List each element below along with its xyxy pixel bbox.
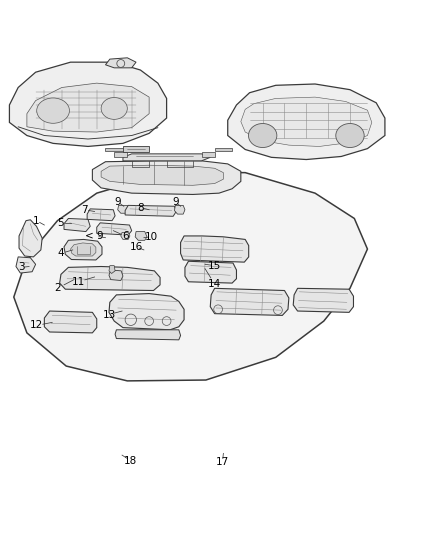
Text: < 9: < 9 — [85, 231, 104, 241]
Polygon shape — [101, 165, 223, 185]
Text: 12: 12 — [30, 320, 43, 330]
Polygon shape — [71, 243, 96, 256]
Text: 9: 9 — [114, 197, 121, 207]
Polygon shape — [109, 270, 123, 280]
Polygon shape — [109, 265, 115, 273]
Polygon shape — [44, 311, 97, 333]
Polygon shape — [106, 148, 123, 151]
Text: 8: 8 — [137, 203, 144, 213]
Polygon shape — [215, 148, 232, 151]
Polygon shape — [118, 205, 130, 213]
Ellipse shape — [101, 98, 127, 119]
Text: 5: 5 — [58, 218, 64, 228]
Polygon shape — [19, 220, 42, 257]
Text: 13: 13 — [102, 310, 116, 319]
Polygon shape — [185, 261, 237, 283]
Polygon shape — [87, 209, 115, 221]
Text: 2: 2 — [54, 284, 61, 293]
Text: 17: 17 — [216, 457, 229, 467]
Text: 14: 14 — [208, 279, 221, 289]
Text: 7: 7 — [81, 205, 88, 215]
Polygon shape — [92, 161, 241, 195]
Polygon shape — [60, 266, 160, 290]
Text: 1: 1 — [33, 216, 40, 225]
Polygon shape — [228, 84, 385, 159]
Polygon shape — [10, 62, 166, 147]
Polygon shape — [180, 236, 249, 262]
Polygon shape — [210, 288, 289, 316]
Ellipse shape — [336, 124, 364, 148]
Text: 11: 11 — [72, 277, 85, 287]
Polygon shape — [201, 152, 215, 157]
Polygon shape — [16, 257, 35, 273]
Polygon shape — [109, 294, 184, 330]
Ellipse shape — [37, 98, 70, 123]
Text: 4: 4 — [58, 248, 64, 259]
Text: 3: 3 — [18, 262, 25, 272]
Polygon shape — [293, 288, 353, 312]
Polygon shape — [64, 239, 102, 260]
Polygon shape — [125, 205, 176, 216]
Text: 18: 18 — [124, 456, 138, 466]
Text: 16: 16 — [129, 242, 143, 252]
Polygon shape — [97, 223, 132, 235]
Text: 6: 6 — [122, 231, 128, 241]
Polygon shape — [174, 205, 185, 214]
Polygon shape — [241, 97, 372, 147]
Polygon shape — [64, 219, 90, 231]
Ellipse shape — [248, 124, 277, 148]
Polygon shape — [115, 330, 180, 340]
Text: 10: 10 — [145, 232, 158, 242]
Polygon shape — [14, 173, 367, 381]
Text: 9: 9 — [172, 197, 179, 207]
Polygon shape — [27, 83, 149, 132]
Polygon shape — [114, 152, 127, 157]
Text: 15: 15 — [208, 261, 221, 271]
Polygon shape — [121, 232, 130, 239]
Polygon shape — [135, 231, 147, 240]
Polygon shape — [106, 58, 136, 68]
Polygon shape — [123, 146, 149, 152]
Polygon shape — [123, 154, 210, 161]
